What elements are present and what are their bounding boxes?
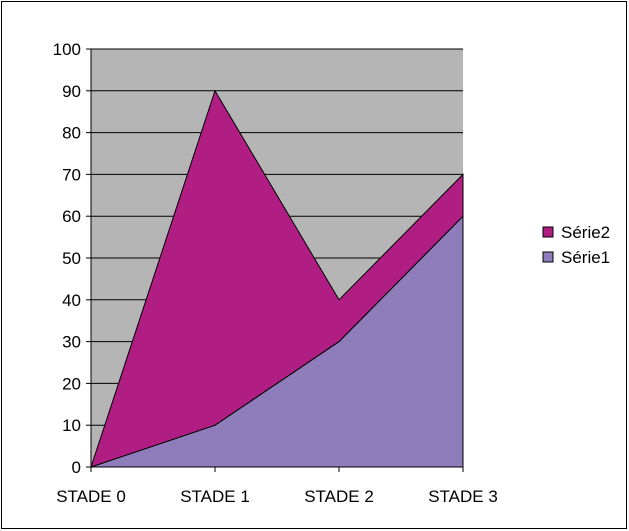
x-tick-label: STADE 3 (428, 487, 498, 506)
y-tick-label: 0 (72, 458, 81, 477)
legend-swatch (542, 226, 554, 238)
y-tick-label: 20 (62, 374, 81, 393)
x-tick-label: STADE 0 (56, 487, 126, 506)
legend-label: Série1 (561, 248, 610, 267)
y-tick-label: 70 (62, 165, 81, 184)
y-axis-ticks: 0 10 20 30 40 50 60 70 80 90 100 (53, 40, 91, 477)
y-tick-label: 60 (62, 207, 81, 226)
y-tick-label: 50 (62, 249, 81, 268)
x-tick-label: STADE 1 (180, 487, 250, 506)
x-tick-label: STADE 2 (304, 487, 374, 506)
legend-label: Série2 (561, 223, 610, 242)
y-tick-label: 100 (53, 40, 81, 59)
legend: Série2 Série1 (542, 223, 610, 267)
y-tick-label: 40 (62, 291, 81, 310)
series-areas (90, 89, 464, 468)
x-axis-ticks: STADE 0 STADE 1 STADE 2 STADE 3 (56, 467, 498, 506)
y-tick-label: 10 (62, 416, 81, 435)
area-series-2 (90, 89, 464, 468)
legend-swatch (542, 251, 554, 263)
y-tick-label: 80 (62, 124, 81, 143)
y-tick-label: 30 (62, 333, 81, 352)
y-tick-label: 90 (62, 82, 81, 101)
